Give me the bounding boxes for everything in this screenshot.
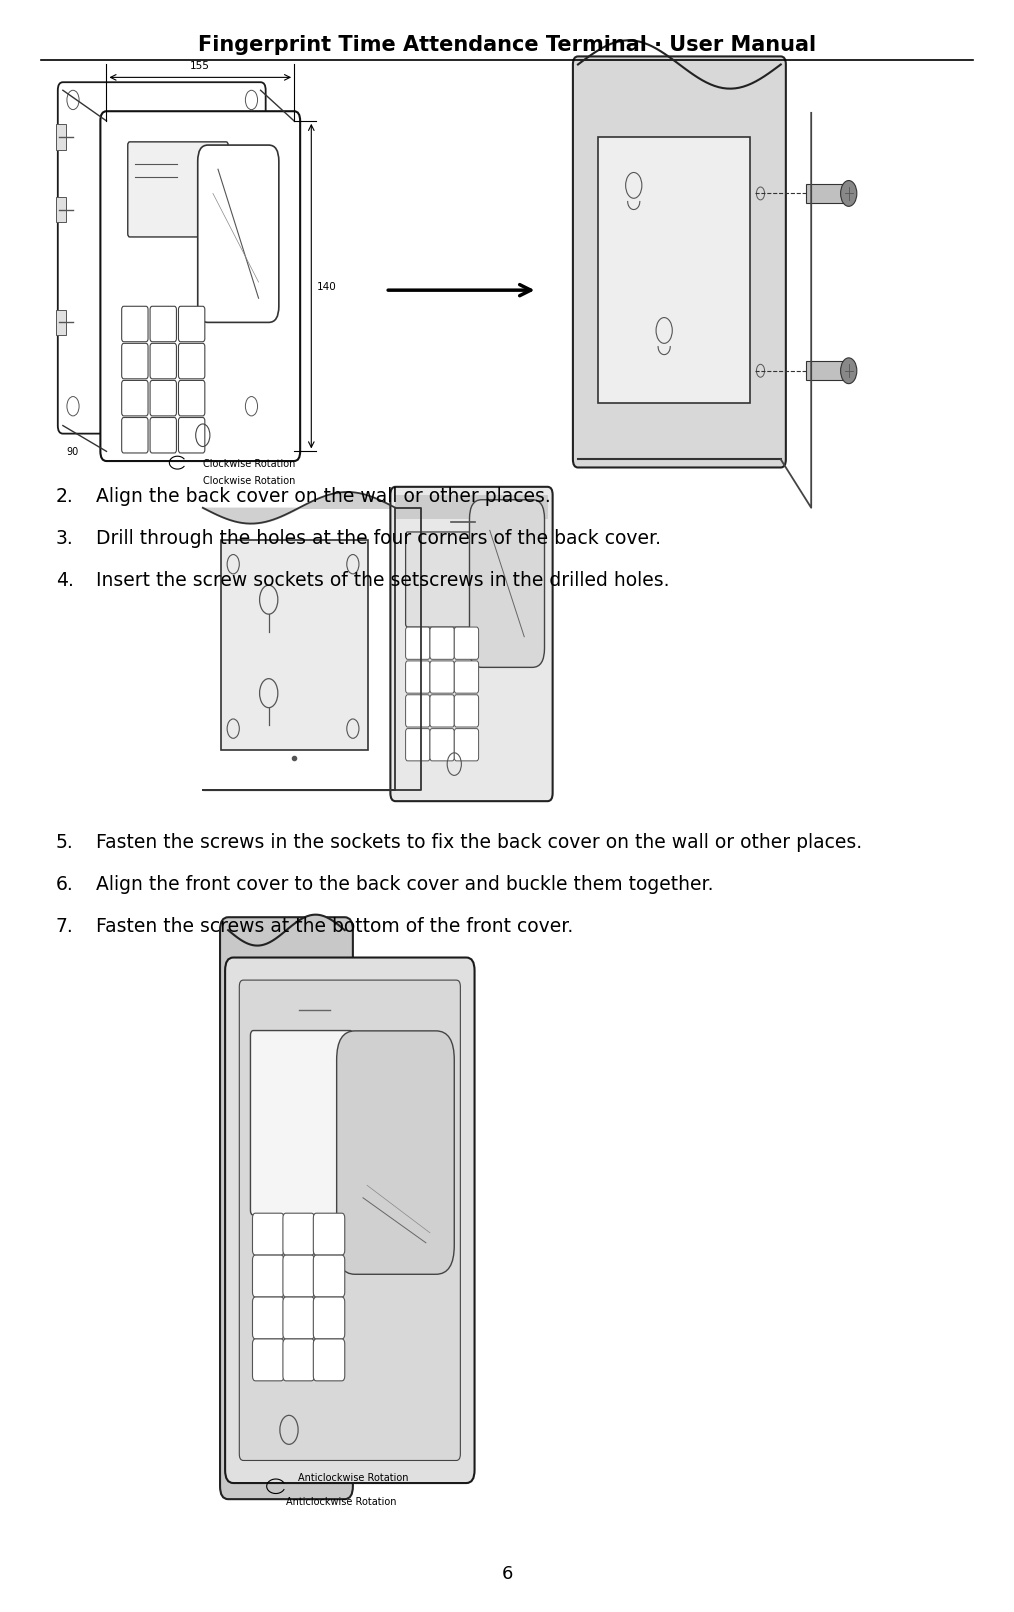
- FancyBboxPatch shape: [430, 661, 454, 693]
- Polygon shape: [203, 508, 421, 790]
- FancyBboxPatch shape: [390, 487, 553, 801]
- Bar: [56, 310, 66, 335]
- Text: Clockwise Rotation: Clockwise Rotation: [203, 476, 295, 485]
- FancyBboxPatch shape: [250, 1030, 353, 1215]
- FancyBboxPatch shape: [128, 142, 228, 237]
- Text: Drill through the holes at the four corners of the back cover.: Drill through the holes at the four corn…: [96, 529, 661, 548]
- FancyBboxPatch shape: [220, 917, 353, 1499]
- Text: 90: 90: [66, 447, 78, 456]
- Text: Align the front cover to the back cover and buckle them together.: Align the front cover to the back cover …: [96, 875, 714, 895]
- FancyBboxPatch shape: [58, 82, 266, 434]
- FancyBboxPatch shape: [283, 1298, 314, 1340]
- Text: 5.: 5.: [56, 833, 74, 853]
- Text: 6: 6: [501, 1565, 513, 1583]
- Circle shape: [841, 181, 857, 206]
- FancyBboxPatch shape: [178, 306, 205, 342]
- FancyBboxPatch shape: [150, 380, 176, 416]
- FancyBboxPatch shape: [252, 1256, 284, 1298]
- Text: Fingerprint Time Attendance Terminal · User Manual: Fingerprint Time Attendance Terminal · U…: [198, 35, 816, 55]
- Text: 3.: 3.: [56, 529, 74, 548]
- FancyBboxPatch shape: [454, 627, 479, 659]
- FancyBboxPatch shape: [313, 1256, 345, 1298]
- FancyBboxPatch shape: [122, 343, 148, 379]
- FancyBboxPatch shape: [337, 1032, 454, 1273]
- FancyBboxPatch shape: [150, 343, 176, 379]
- FancyBboxPatch shape: [252, 1214, 284, 1256]
- FancyBboxPatch shape: [239, 980, 460, 1460]
- Circle shape: [841, 358, 857, 384]
- FancyBboxPatch shape: [150, 306, 176, 342]
- Text: Anticlockwise Rotation: Anticlockwise Rotation: [298, 1473, 409, 1483]
- Text: Clockwise Rotation: Clockwise Rotation: [203, 459, 295, 469]
- Bar: [598, 137, 750, 403]
- Bar: [221, 540, 368, 750]
- Text: Insert the screw sockets of the setscrews in the drilled holes.: Insert the screw sockets of the setscrew…: [96, 571, 670, 590]
- FancyBboxPatch shape: [406, 729, 430, 761]
- FancyBboxPatch shape: [469, 500, 545, 667]
- FancyBboxPatch shape: [573, 56, 786, 467]
- FancyBboxPatch shape: [225, 958, 475, 1483]
- FancyBboxPatch shape: [283, 1256, 314, 1298]
- FancyBboxPatch shape: [406, 695, 430, 727]
- FancyBboxPatch shape: [313, 1214, 345, 1256]
- Text: 2.: 2.: [56, 487, 74, 506]
- FancyBboxPatch shape: [178, 380, 205, 416]
- FancyBboxPatch shape: [178, 418, 205, 453]
- Text: Align the back cover on the wall or other places.: Align the back cover on the wall or othe…: [96, 487, 551, 506]
- Text: Fasten the screws in the sockets to fix the back cover on the wall or other plac: Fasten the screws in the sockets to fix …: [96, 833, 863, 853]
- FancyBboxPatch shape: [252, 1340, 284, 1381]
- Text: 155: 155: [190, 61, 210, 71]
- FancyBboxPatch shape: [198, 145, 279, 322]
- Text: 4.: 4.: [56, 571, 74, 590]
- FancyBboxPatch shape: [406, 532, 479, 627]
- FancyBboxPatch shape: [454, 695, 479, 727]
- Text: Anticlockwise Rotation: Anticlockwise Rotation: [286, 1498, 396, 1507]
- FancyBboxPatch shape: [430, 729, 454, 761]
- Bar: [56, 124, 66, 150]
- FancyBboxPatch shape: [178, 343, 205, 379]
- FancyBboxPatch shape: [100, 111, 300, 461]
- Bar: [806, 361, 847, 380]
- FancyBboxPatch shape: [122, 380, 148, 416]
- Bar: [395, 495, 548, 519]
- FancyBboxPatch shape: [406, 627, 430, 659]
- Text: 140: 140: [316, 282, 336, 292]
- FancyBboxPatch shape: [313, 1340, 345, 1381]
- FancyBboxPatch shape: [150, 418, 176, 453]
- FancyBboxPatch shape: [430, 627, 454, 659]
- FancyBboxPatch shape: [406, 661, 430, 693]
- Bar: [806, 184, 847, 203]
- FancyBboxPatch shape: [252, 1298, 284, 1340]
- Text: 7.: 7.: [56, 917, 74, 937]
- Bar: [56, 197, 66, 222]
- FancyBboxPatch shape: [454, 661, 479, 693]
- Text: Fasten the screws at the bottom of the front cover.: Fasten the screws at the bottom of the f…: [96, 917, 574, 937]
- FancyBboxPatch shape: [122, 306, 148, 342]
- FancyBboxPatch shape: [454, 729, 479, 761]
- FancyBboxPatch shape: [313, 1298, 345, 1340]
- FancyBboxPatch shape: [430, 695, 454, 727]
- Text: 6.: 6.: [56, 875, 74, 895]
- FancyBboxPatch shape: [283, 1214, 314, 1256]
- FancyBboxPatch shape: [283, 1340, 314, 1381]
- FancyBboxPatch shape: [122, 418, 148, 453]
